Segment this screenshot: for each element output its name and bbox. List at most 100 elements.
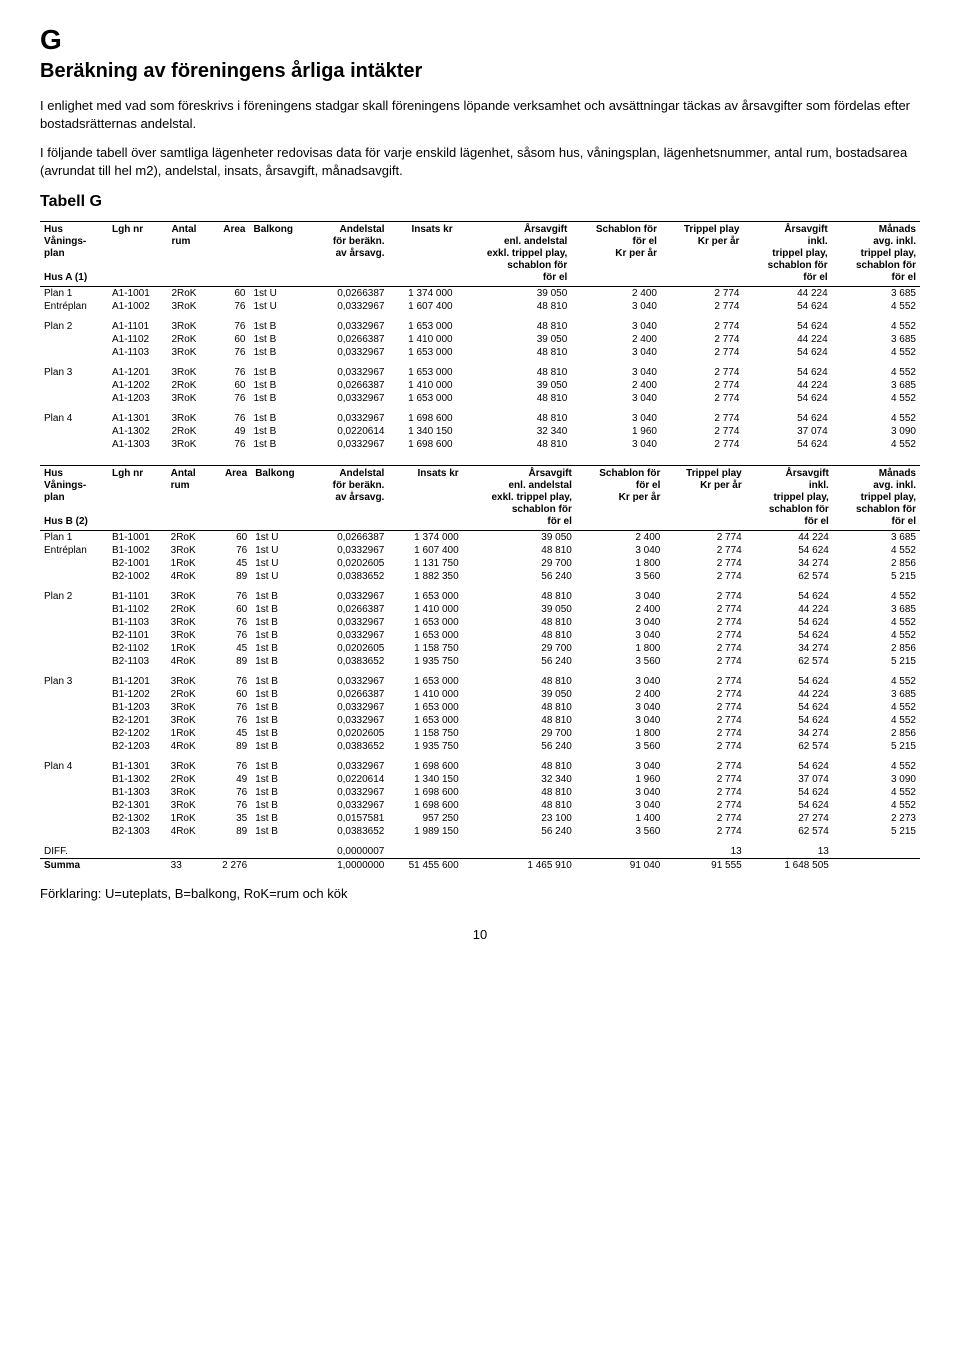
table-cell: 0,0220614 xyxy=(312,773,388,786)
table-row: Plan 4A1-13013RoK761st B0,03329671 698 6… xyxy=(40,405,920,425)
table-cell: 2 774 xyxy=(664,786,745,799)
table-cell: 1 800 xyxy=(576,557,665,570)
table-cell: 3RoK xyxy=(167,313,210,333)
table-cell: 54 624 xyxy=(746,583,833,603)
table-cell: 56 240 xyxy=(463,740,576,753)
table-cell: 2 774 xyxy=(664,557,745,570)
table-cell: 76 xyxy=(209,786,251,799)
col-antal: Antalrum xyxy=(167,466,209,531)
table-cell: 3 685 xyxy=(832,287,920,301)
table-cell: 2 774 xyxy=(664,629,745,642)
table-cell: Summa xyxy=(40,859,108,873)
table-cell: 2 400 xyxy=(571,379,661,392)
table-cell: 76 xyxy=(209,668,251,688)
table-row: B2-11034RoK891st B0,03836521 935 75056 2… xyxy=(40,655,920,668)
table-cell: 91 555 xyxy=(664,859,745,873)
table-cell: 34 274 xyxy=(746,727,833,740)
table-cell: 4 552 xyxy=(833,583,920,603)
table-cell xyxy=(40,688,108,701)
table-cell: 1 410 000 xyxy=(389,379,457,392)
table-cell: A1-1101 xyxy=(108,313,167,333)
table-cell: 1st B xyxy=(251,655,312,668)
table-cell: 2RoK xyxy=(167,287,210,301)
section-letter: G xyxy=(40,24,920,56)
table-row: Plan 1B1-10012RoK601st U0,02663871 374 0… xyxy=(40,531,920,545)
table-cell: 1RoK xyxy=(167,812,209,825)
table-cell: 5 215 xyxy=(833,655,920,668)
table-cell: 2 400 xyxy=(576,688,665,701)
table-cell: 60 xyxy=(209,603,251,616)
table-cell: B1-1203 xyxy=(108,701,167,714)
intro-paragraph-1: I enlighet med vad som föreskrivs i före… xyxy=(40,97,920,132)
table-cell: 44 224 xyxy=(746,531,833,545)
table-cell: 89 xyxy=(209,655,251,668)
table-title: Tabell G xyxy=(40,193,920,211)
table-cell: 4 552 xyxy=(832,313,920,333)
col-trippel: Trippel playKr per år xyxy=(664,466,745,531)
table-cell: 2 774 xyxy=(661,405,743,425)
table-cell: 54 624 xyxy=(743,405,831,425)
table-cell: 1 158 750 xyxy=(388,642,462,655)
table-cell: 1st B xyxy=(251,799,312,812)
table-cell: 76 xyxy=(209,616,251,629)
table-cell: 2 774 xyxy=(661,300,743,313)
table-cell: 32 340 xyxy=(457,425,572,438)
table-cell: B2-1303 xyxy=(108,825,167,838)
table-cell: 4 552 xyxy=(833,544,920,557)
table-cell: 3 040 xyxy=(576,668,665,688)
col-insats: Insats kr xyxy=(388,466,462,531)
table-cell: 54 624 xyxy=(743,359,831,379)
table-cell: Plan 4 xyxy=(40,405,108,425)
col-insats: Insats kr xyxy=(389,222,457,287)
table-cell: 3RoK xyxy=(167,583,209,603)
table-cell: 1 653 000 xyxy=(388,583,462,603)
table-cell: B2-1201 xyxy=(108,714,167,727)
table-cell: 1st B xyxy=(251,629,312,642)
table-cell: 3RoK xyxy=(167,786,209,799)
table-cell: 0,0332967 xyxy=(312,616,388,629)
table-cell: 44 224 xyxy=(743,333,831,346)
table-cell: 1st B xyxy=(250,425,312,438)
table-cell: 1 340 150 xyxy=(389,425,457,438)
table-cell: 76 xyxy=(209,629,251,642)
explain-text: Förklaring: U=uteplats, B=balkong, RoK=r… xyxy=(40,886,920,901)
table-cell: 0,0266387 xyxy=(312,603,388,616)
table-cell xyxy=(40,392,108,405)
table-cell: 3 560 xyxy=(576,825,665,838)
table-cell: 29 700 xyxy=(463,642,576,655)
table-cell: 2 774 xyxy=(661,333,743,346)
table-cell: 3 040 xyxy=(571,438,661,451)
table-row: A1-13033RoK761st B0,03329671 698 60048 8… xyxy=(40,438,920,451)
table-cell: 3 685 xyxy=(833,531,920,545)
table-cell: 13 xyxy=(664,838,745,859)
table-cell: 76 xyxy=(209,583,251,603)
table-cell: 3 040 xyxy=(576,583,665,603)
table-cell: 4 552 xyxy=(833,616,920,629)
table-cell: 60 xyxy=(209,688,251,701)
table-cell: 1 698 600 xyxy=(389,405,457,425)
table-row: B2-10011RoK451st U0,02026051 131 75029 7… xyxy=(40,557,920,570)
diff-row: DIFF.0,00000071313 xyxy=(40,838,920,859)
table-cell: 54 624 xyxy=(746,701,833,714)
table-cell xyxy=(40,740,108,753)
table-cell: 4 552 xyxy=(833,701,920,714)
table-cell: 32 340 xyxy=(463,773,576,786)
table-cell: 0,0332967 xyxy=(312,629,388,642)
table-cell: 3RoK xyxy=(167,544,209,557)
table-cell: B2-1202 xyxy=(108,727,167,740)
col-lgh: Lgh nr xyxy=(108,222,167,287)
table-cell: 0,0332967 xyxy=(312,786,388,799)
table-cell xyxy=(251,838,312,859)
table-cell: 1 935 750 xyxy=(388,655,462,668)
table-cell: 1st B xyxy=(250,392,312,405)
table-cell: 1 935 750 xyxy=(388,740,462,753)
table-cell: 3 040 xyxy=(576,544,665,557)
col-andelstal: Andelstalför beräkn.av årsavg. xyxy=(312,466,388,531)
table-row: Plan 3A1-12013RoK761st B0,03329671 653 0… xyxy=(40,359,920,379)
table-hus-a: HusVånings-planHus A (1) Lgh nr Antalrum… xyxy=(40,221,920,451)
table-cell: Plan 1 xyxy=(40,287,108,301)
table-row: EntréplanA1-10023RoK761st U0,03329671 60… xyxy=(40,300,920,313)
table-cell: A1-1301 xyxy=(108,405,167,425)
table-cell: 48 810 xyxy=(457,359,572,379)
table-cell: 2 774 xyxy=(661,287,743,301)
